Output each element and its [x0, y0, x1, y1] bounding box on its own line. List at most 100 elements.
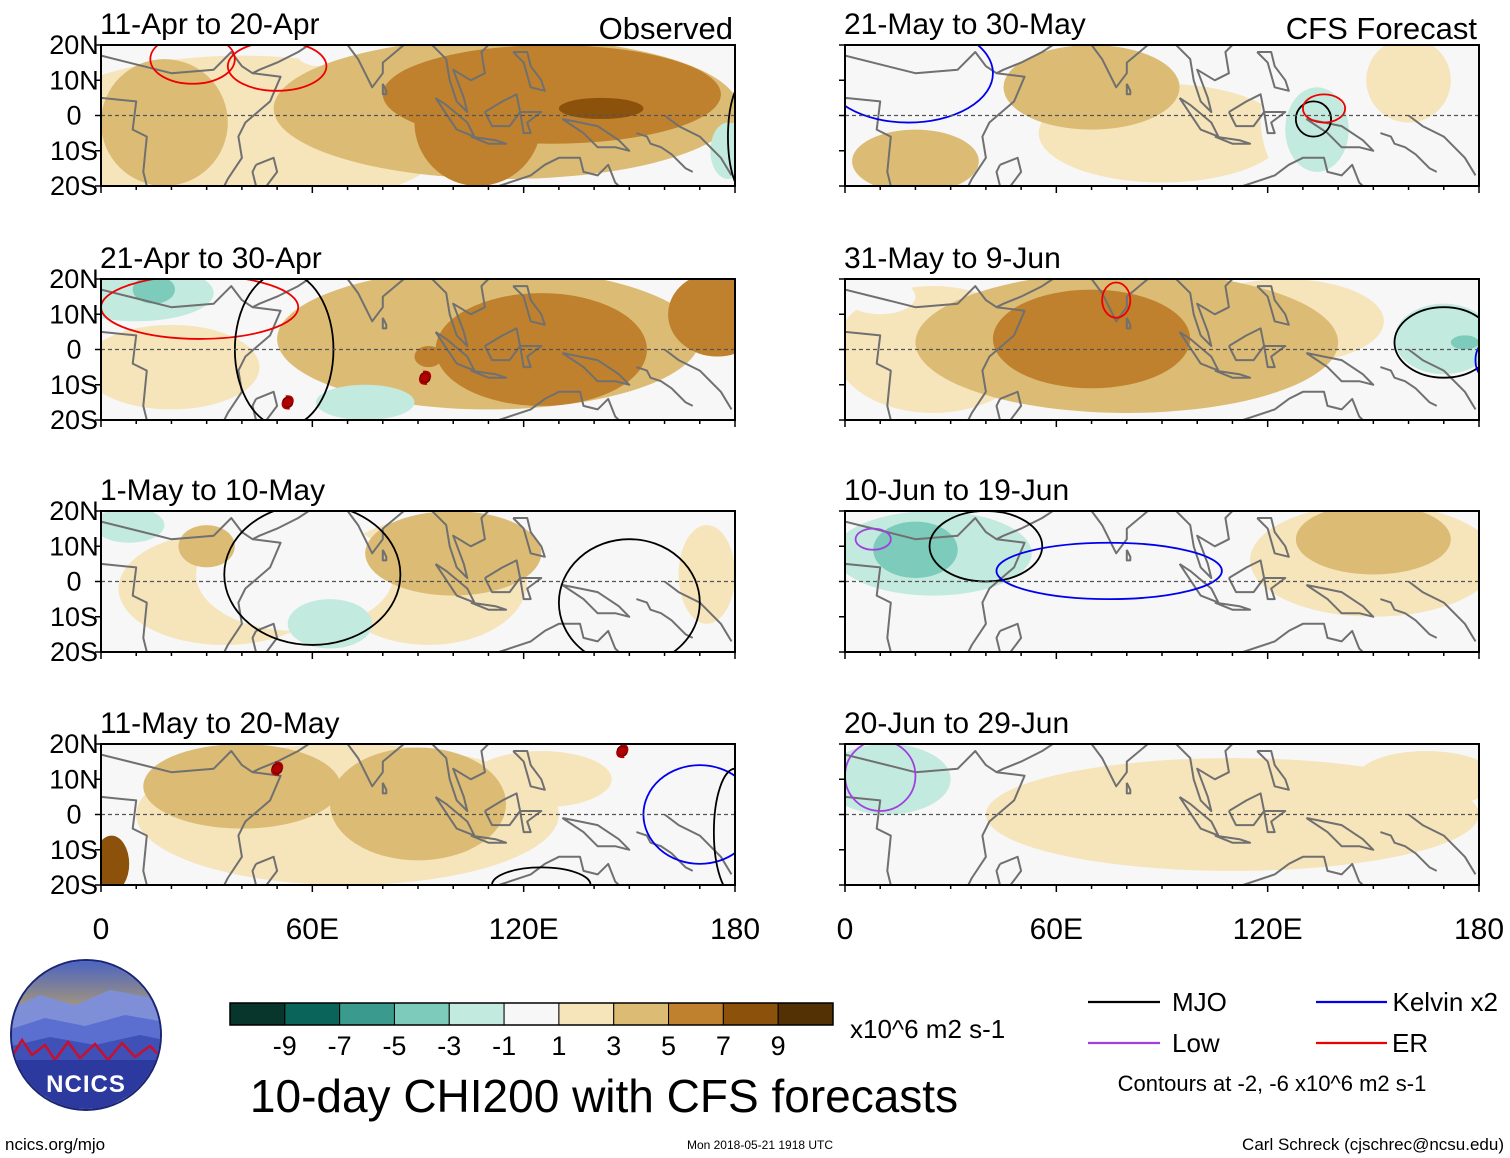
contour-mjo	[1294, 100, 1332, 138]
y-tick-label: 0	[66, 567, 81, 597]
anomaly-shading	[178, 525, 235, 568]
coastline	[498, 855, 620, 885]
y-tick-label: 20N	[49, 30, 99, 60]
coastline	[1214, 135, 1252, 145]
coastline	[1178, 563, 1220, 604]
coastline	[251, 622, 279, 652]
coastline	[561, 118, 631, 152]
anomaly-shading	[1285, 87, 1349, 172]
coastline	[1263, 577, 1287, 601]
coastline	[1178, 97, 1220, 138]
coastline	[995, 622, 1023, 652]
colorbar-tick-label: -3	[437, 1031, 461, 1061]
coastline	[1242, 390, 1364, 420]
coastline	[252, 511, 310, 541]
coastline	[1242, 855, 1364, 885]
y-tick-label: 10N	[49, 531, 99, 561]
y-tick-label: 20N	[49, 496, 99, 526]
y-tick-label: 0	[66, 101, 81, 131]
coastline	[381, 549, 388, 562]
coastline	[1256, 285, 1290, 326]
coastline	[1077, 279, 1149, 323]
coastline	[434, 563, 476, 604]
x-tick-label: 60E	[1030, 913, 1083, 946]
coastline	[1178, 331, 1220, 372]
contour-legend: MJO Kelvin x2 Low ER	[1088, 987, 1498, 1058]
y-tick-label: 10S	[50, 136, 98, 166]
contour-note: Contours at -2, -6 x10^6 m2 s-1	[1118, 1071, 1427, 1096]
legend-label-kelvin-x2: Kelvin x2	[1393, 987, 1499, 1017]
y-tick-label: 20S	[50, 405, 98, 435]
panel-1: 20N 10N 0 10S 20S 11-Apr to 20-Apr Observed	[49, 8, 736, 201]
coastline	[636, 132, 694, 173]
coastline	[1214, 369, 1252, 379]
coastline	[663, 348, 733, 410]
anomaly-shading	[1394, 303, 1479, 375]
coastline	[1178, 796, 1220, 837]
footer-url: ncics.org/mjo	[5, 1135, 105, 1154]
contour-mjo	[223, 511, 402, 646]
y-tick-label: 0	[66, 335, 81, 365]
x-tick-label: 0	[93, 913, 110, 946]
coastline	[845, 51, 1026, 186]
anomaly-shading	[143, 744, 341, 829]
coastline	[1380, 598, 1438, 639]
coastline	[101, 795, 148, 885]
contour-er	[226, 45, 328, 92]
coastline	[512, 517, 546, 558]
coastline	[381, 782, 388, 795]
contour-er	[149, 45, 236, 85]
contour-kelvin-x2	[1474, 345, 1479, 375]
coastline	[636, 598, 694, 639]
y-tick-label: 20N	[49, 729, 99, 759]
coastline	[996, 744, 1054, 774]
anomaly-shading	[1355, 751, 1479, 808]
coastline	[498, 390, 620, 420]
ncics-logo: NCICS	[10, 959, 162, 1111]
coastline	[512, 750, 546, 791]
coastline	[845, 750, 1026, 885]
coastline	[663, 114, 733, 176]
anomaly-shading	[992, 289, 1191, 389]
coastline	[333, 279, 405, 323]
contour-kelvin-x2	[845, 45, 994, 124]
coastline	[251, 855, 279, 885]
coastline	[333, 45, 405, 89]
coastline	[431, 279, 490, 347]
storm-icon	[616, 744, 629, 759]
coastline	[101, 51, 282, 186]
panel-title: 31-May to 9-Jun	[844, 242, 1061, 275]
coastline	[512, 51, 546, 92]
coastline	[1242, 622, 1364, 652]
coastline	[1242, 156, 1364, 186]
contour-low	[854, 527, 892, 551]
coastline	[1263, 111, 1287, 135]
colorbar-swatch	[722, 1002, 779, 1026]
coastline	[1125, 317, 1132, 330]
anomaly-shading	[1450, 335, 1479, 350]
coastline	[1125, 782, 1132, 795]
anomaly-shading	[601, 758, 735, 885]
colorbar-tick-label: -9	[273, 1031, 297, 1061]
coastline	[1407, 813, 1477, 875]
panel-3: 20N 10N 0 10S 20S 21-Apr to 30-Apr	[49, 242, 736, 435]
coastline	[1125, 83, 1132, 96]
coastline	[1077, 45, 1149, 89]
x-tick-label: 120E	[489, 913, 559, 946]
anomaly-shading	[541, 511, 718, 638]
column-label: Observed	[599, 11, 733, 46]
x-tick-label: 180	[710, 913, 760, 946]
coastline	[470, 834, 508, 844]
colorbar-swatch	[613, 1002, 670, 1026]
coastline	[1214, 834, 1252, 844]
coastline	[519, 577, 543, 601]
coastline	[252, 279, 310, 309]
storm-icon	[281, 395, 294, 410]
coastline	[561, 352, 631, 386]
panel-title: 11-Apr to 20-Apr	[100, 8, 320, 41]
coastline	[845, 795, 892, 885]
anomaly-shading	[414, 59, 542, 186]
coastline	[561, 817, 631, 851]
coastline	[101, 750, 282, 885]
coastline	[498, 156, 620, 186]
